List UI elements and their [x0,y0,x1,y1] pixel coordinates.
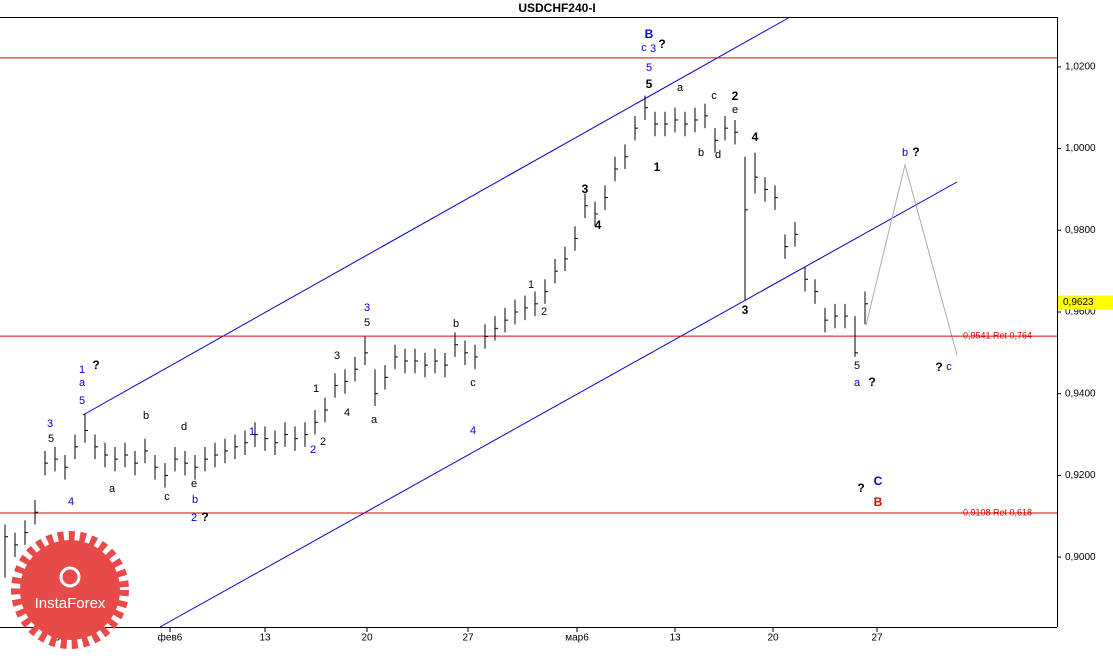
wave-label: 5 [79,395,85,407]
level-label: 0,9541 Ret 0,764 [963,330,1032,340]
wave-label: 4 [752,130,759,144]
wave-label: 3 [364,302,370,314]
wave-label: a [109,483,116,495]
channel-lower [159,181,958,628]
wave-label: 3 [334,350,340,362]
wave-label: ? [857,481,864,495]
wave-label: ? [92,358,99,372]
projection [865,163,958,356]
wave-label: 5 [48,433,54,445]
last-price-box [1058,295,1113,310]
wave-label: B [874,495,883,509]
wave-label: 5 [854,360,860,372]
wave-label: 1 [79,364,85,376]
wave-label: 2 [310,444,316,456]
channel-upper [82,16,791,416]
wave-label: 5 [364,317,370,329]
wave-label: ? [912,145,919,159]
wave-label: d [181,421,187,433]
wave-label: b [453,318,459,330]
wave-label: a [79,377,86,389]
wave-label: b [192,494,198,506]
wave-label: 2 [732,89,739,103]
x-tick-label: 27 [871,633,883,644]
y-tick-label: 0,9400 [1065,388,1096,399]
wave-label: 2 [320,436,326,448]
y-tick-label: 0,9200 [1065,470,1096,481]
y-tick-label: 0,9600 [1065,307,1096,318]
x-tick-label: мар6 [565,633,589,644]
channel [82,16,958,628]
wave-label: 1 [528,279,534,291]
wave-label: 3 [742,303,749,317]
wave-label: a [854,377,861,389]
wave-label: b [143,410,149,422]
logo-icon [59,566,81,588]
wave-label: c [711,90,717,102]
wave-label: B [645,27,654,41]
wave-label: 4 [68,496,74,508]
wave-label: c [164,491,170,503]
wave-label: ? [935,360,942,374]
level-label: 0,9108 Ret 0,618 [963,507,1032,517]
wave-label: ? [658,37,665,51]
wave-label: 5 [646,62,652,74]
wave-label: c [946,361,952,373]
wave-label: b [902,147,908,159]
wave-label: c [470,377,476,389]
x-tick-label: 20 [361,633,373,644]
wave-label: 4 [470,425,476,437]
wave-label: 1 [313,383,319,395]
logo: InstaForex [11,531,129,649]
wave-label: 5 [646,77,653,91]
marks: 0,9000 0,9200 0,9400 0,9600 0,9800 1,0000 1,02… [0,27,1113,644]
chart-title: USDCHF240-I [518,1,595,15]
wave-label: 1 [249,426,255,438]
wave-label: 1 [654,160,661,174]
wave-label: 2 [541,306,547,318]
wave-label: e [191,478,197,490]
wave-label: d [715,149,721,161]
wave-label: ? [868,375,875,389]
wave-label: b [698,147,704,159]
wave-label: 2 [191,512,197,524]
x-tick-label: 13 [259,633,271,644]
wave-label: 3 [650,43,656,55]
logo-text: InstaForex [35,595,106,612]
last-price-label: 0,9623 [1063,297,1094,308]
logo-rays [11,531,129,649]
wave-label: ? [201,510,208,524]
y-tick-label: 1,0000 [1065,143,1096,154]
wave-label: a [677,82,684,94]
wave-label: c [641,42,647,54]
y-tick-label: 0,9000 [1065,552,1096,563]
wave-label: e [732,104,738,116]
logo-badge [20,540,120,640]
x-tick-label: 20 [767,633,779,644]
wave-label: C [874,474,883,488]
x-tick-label: фев6 [158,632,183,644]
wave-label: 3 [47,418,53,430]
wave-label: 3 [582,182,589,196]
x-tick-label: 13 [669,633,681,644]
y-tick-label: 1,0200 [1065,61,1096,72]
wave-label: 4 [344,407,350,419]
wave-label: 4 [595,218,602,232]
wave-label: a [371,414,378,426]
y-tick-label: 0,9800 [1065,225,1096,236]
x-tick-label: 27 [462,633,474,644]
